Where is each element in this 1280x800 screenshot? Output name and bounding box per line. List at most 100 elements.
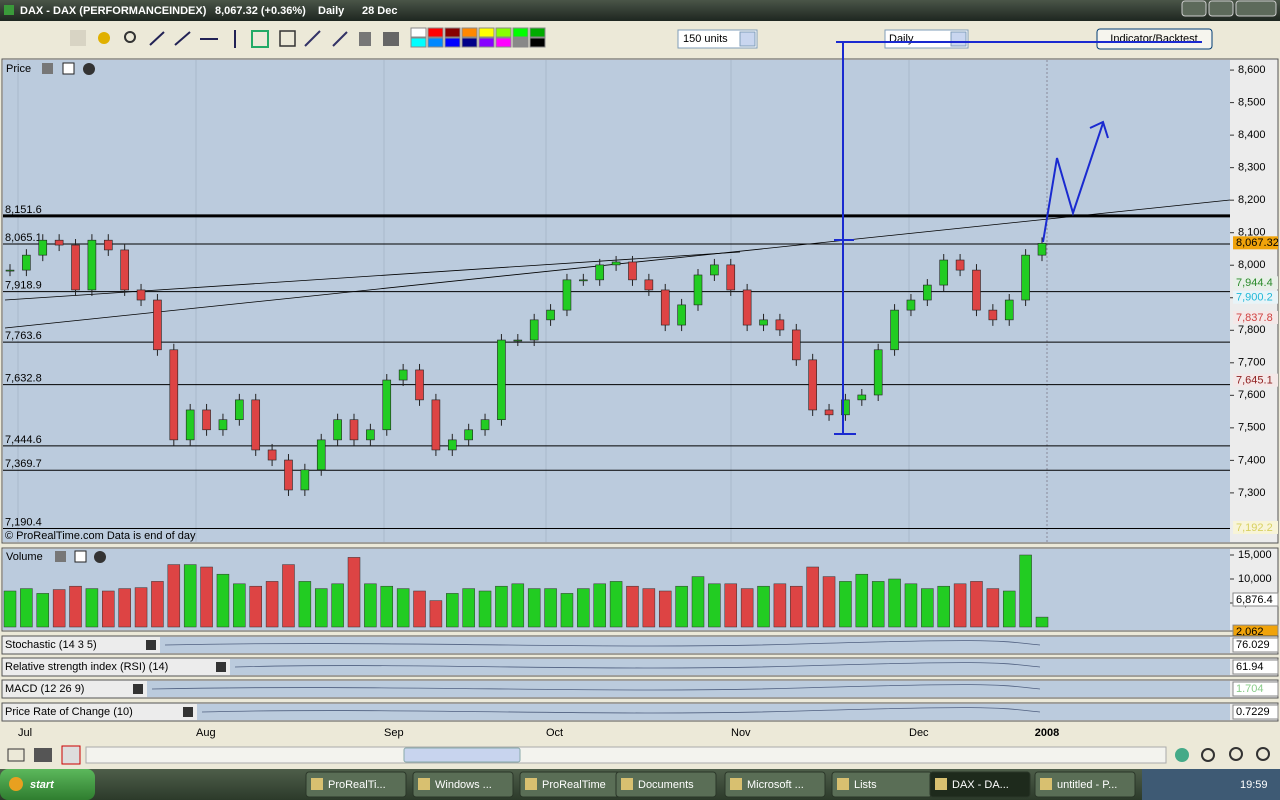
level-label: 7,632.8 <box>5 373 42 385</box>
palette-swatch[interactable] <box>512 27 529 38</box>
tool-settings[interactable] <box>383 32 399 46</box>
candle-body <box>546 309 555 321</box>
units-select[interactable] <box>677 29 758 49</box>
tool-fan[interactable] <box>304 30 321 47</box>
taskbar-item[interactable] <box>929 771 1031 798</box>
y-tick-label: 8,200 <box>1238 194 1266 206</box>
close-button[interactable] <box>1235 0 1277 17</box>
candle-body <box>415 369 424 401</box>
timeframe-select[interactable] <box>884 29 969 49</box>
indicator-close-icon[interactable] <box>133 684 143 694</box>
taskbar-item[interactable] <box>305 771 407 798</box>
candle-body <box>185 409 195 441</box>
palette-swatch[interactable] <box>427 27 444 38</box>
palette-swatch[interactable] <box>427 37 444 48</box>
candle-body <box>644 279 654 291</box>
candle-body <box>923 284 932 301</box>
indicator-value: 0.7229 <box>1236 706 1270 718</box>
candle-body <box>857 394 867 401</box>
mail-icon[interactable] <box>7 748 25 762</box>
indicator-plot <box>160 637 1230 653</box>
panel-close-icon[interactable] <box>83 63 95 75</box>
volume-bar <box>478 590 492 628</box>
y-tick-label: 7,800 <box>1238 324 1266 336</box>
y-tick-label: 15,000 <box>1238 549 1272 561</box>
scrollbar[interactable] <box>85 746 1167 764</box>
tool-cursor[interactable] <box>70 30 86 46</box>
taskbar-item[interactable] <box>412 771 514 798</box>
indicator-close-icon[interactable] <box>183 707 193 717</box>
taskbar-item[interactable] <box>1034 771 1136 798</box>
tool-line[interactable] <box>149 31 165 46</box>
print-icon[interactable] <box>34 748 52 762</box>
palette-swatch[interactable] <box>495 27 512 38</box>
x-tick-label: Dec <box>909 727 929 739</box>
palette-swatch[interactable] <box>478 37 495 48</box>
tool-alert[interactable] <box>98 32 110 44</box>
tool-text[interactable] <box>279 30 296 47</box>
palette-swatch[interactable] <box>410 37 427 48</box>
palette-swatch[interactable] <box>529 27 546 38</box>
timeframe-dropdown-arrow[interactable] <box>950 31 967 47</box>
zoom-in-icon[interactable] <box>1256 747 1270 761</box>
chart-tool-icon[interactable] <box>1175 748 1189 762</box>
scroll-thumb[interactable] <box>403 747 521 763</box>
candle-body <box>677 304 686 326</box>
volume-bar <box>69 585 82 628</box>
taskbar-item[interactable] <box>724 771 826 798</box>
palette-swatch[interactable] <box>529 37 546 48</box>
tool-ray[interactable] <box>174 31 191 46</box>
volume-bar <box>298 581 312 628</box>
candle-body <box>251 399 261 451</box>
indicator-button[interactable] <box>1096 28 1213 50</box>
panel-settings-icon[interactable] <box>42 63 53 74</box>
palette-swatch[interactable] <box>495 37 512 48</box>
annotation-arrow <box>1042 122 1104 243</box>
palette-swatch[interactable] <box>461 27 478 38</box>
tool-channel[interactable] <box>332 31 348 47</box>
indicator-close-icon[interactable] <box>216 662 226 672</box>
tool-zoom[interactable] <box>124 31 136 43</box>
volume-bar <box>380 585 394 628</box>
candle-body <box>1021 254 1030 301</box>
indicator-line <box>234 662 1041 669</box>
stop-icon[interactable] <box>61 745 81 765</box>
tool-fib[interactable] <box>251 30 269 48</box>
x-tick-label: Sep <box>384 727 404 739</box>
candle-body <box>153 299 162 351</box>
volume-bar <box>577 588 590 628</box>
indicator-label: Stochastic (14 3 5) <box>5 639 97 651</box>
palette-swatch[interactable] <box>410 27 427 38</box>
zoom-out-icon[interactable] <box>1229 747 1243 761</box>
taskbar-item[interactable] <box>615 771 717 798</box>
volume-bar <box>544 588 557 628</box>
candle-body <box>693 274 703 306</box>
panel-close-icon[interactable] <box>94 551 106 563</box>
palette-swatch[interactable] <box>512 37 529 48</box>
panel-window-icon[interactable] <box>74 550 87 563</box>
volume-bar <box>200 566 213 628</box>
units-dropdown-arrow[interactable] <box>739 31 756 47</box>
palette-swatch[interactable] <box>461 37 478 48</box>
window-quote: 8,067.32 (+0.36%) <box>215 5 306 17</box>
tool-delete[interactable] <box>359 32 371 46</box>
panel-settings-icon[interactable] <box>55 551 66 562</box>
volume-bar <box>52 589 66 628</box>
panel-window-icon[interactable] <box>62 62 75 75</box>
palette-swatch[interactable] <box>478 27 495 38</box>
indicator-close-icon[interactable] <box>146 640 156 650</box>
candle-body <box>939 259 949 286</box>
taskbar-item-label: DAX - DA... <box>952 779 1009 791</box>
indicator-line <box>164 640 1041 647</box>
y-tick-label: 7,500 <box>1238 422 1266 434</box>
maximize-button[interactable] <box>1208 0 1234 17</box>
palette-swatch[interactable] <box>444 27 461 38</box>
volume-bar <box>724 583 738 628</box>
minimize-button[interactable] <box>1181 0 1207 17</box>
zoom-fit-icon[interactable] <box>1201 748 1215 762</box>
start-button[interactable] <box>0 769 95 800</box>
level-label: 7,918.9 <box>5 280 42 292</box>
palette-swatch[interactable] <box>444 37 461 48</box>
start-logo <box>9 777 23 791</box>
